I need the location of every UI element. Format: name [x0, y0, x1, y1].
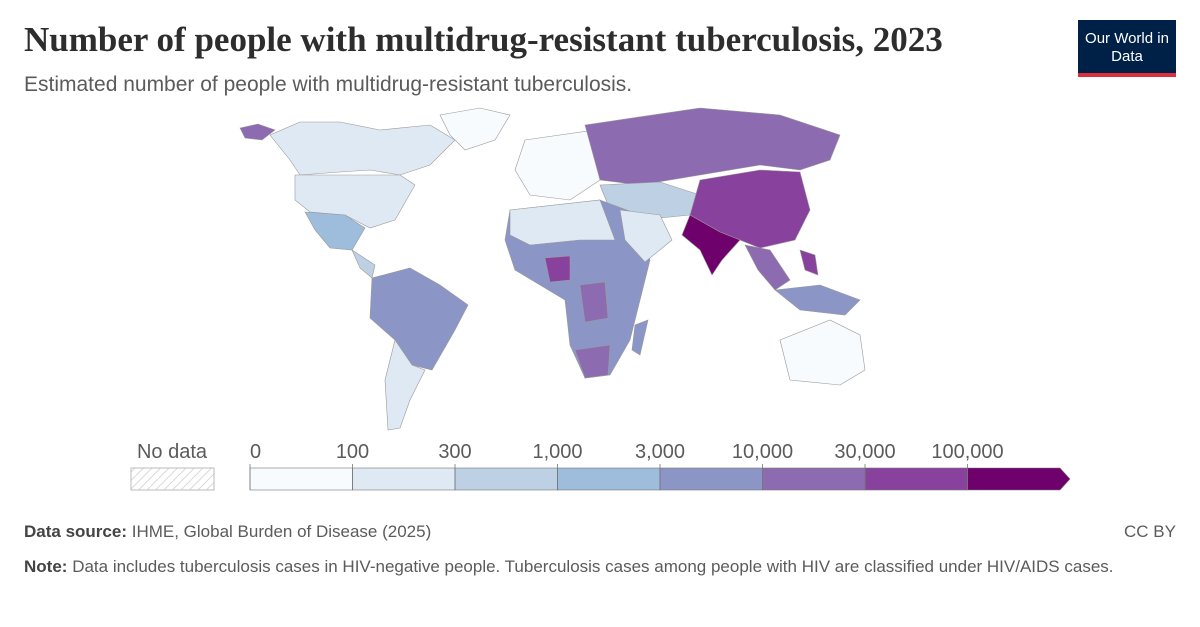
country-shape: [369, 267, 469, 371]
country-shape: [239, 123, 276, 141]
no-data-swatch: [130, 467, 215, 491]
map: No data 0 100 300 1,000 3,000 10,000 30,000 100…: [130, 107, 1071, 491]
country-shape: [351, 249, 376, 279]
legend-bin: [659, 467, 763, 491]
legend-bin: [352, 467, 456, 491]
country-shape: [584, 107, 841, 186]
country-shape: [509, 199, 616, 246]
country-shape: [799, 249, 819, 276]
country-shape: [269, 121, 456, 176]
legend: 0 100 300 1,000 3,000 10,000 30,000 100,000: [249, 441, 1071, 491]
note: Note: Data includes tuberculosis cases i…: [24, 555, 1134, 579]
country-shape: [574, 344, 611, 379]
countries: [239, 107, 866, 431]
country-shape: [439, 107, 511, 151]
legend-bin: [762, 467, 866, 491]
title: Number of people with multidrug-resistan…: [24, 20, 943, 59]
source-text: IHME, Global Burden of Disease (2025): [131, 522, 432, 541]
legend-bin: [864, 467, 968, 491]
country-shape: [579, 281, 609, 323]
logo[interactable]: Our World in Data: [1078, 20, 1176, 77]
legend-bin: [454, 467, 558, 491]
legend-tick-label: 3,000: [635, 441, 685, 463]
country-shape: [384, 339, 426, 431]
note-label: Note:: [24, 557, 68, 576]
country-shape: [619, 209, 673, 263]
country-shape: [779, 319, 866, 386]
legend-bin: [249, 467, 353, 491]
country-shape: [544, 255, 571, 283]
legend-tick-label: 30,000: [834, 441, 895, 463]
legend-tick-label: 300: [438, 441, 471, 463]
note-text: Data includes tuberculosis cases in HIV-…: [72, 557, 1114, 576]
legend-tick-label: 100: [336, 441, 369, 463]
country-shape: [514, 129, 601, 201]
license[interactable]: CC BY: [1124, 522, 1176, 541]
no-data-label: No data: [137, 441, 208, 463]
subtitle: Estimated number of people with multidru…: [24, 73, 633, 96]
country-shape: [744, 244, 791, 291]
country-shape: [294, 174, 416, 229]
legend-tick-label: 1,000: [532, 441, 582, 463]
legend-bin: [557, 467, 661, 491]
source: Data source: IHME, Global Burden of Dise…: [24, 522, 431, 542]
legend-tick-label: 100,000: [931, 441, 1003, 463]
country-shape: [774, 284, 861, 316]
legend-tick-label: 0: [250, 441, 261, 463]
legend-tick-label: 10,000: [732, 441, 793, 463]
legend-bin: [967, 467, 1071, 491]
country-shape: [681, 214, 741, 276]
source-label: Data source:: [24, 522, 127, 541]
country-shape: [631, 319, 649, 356]
